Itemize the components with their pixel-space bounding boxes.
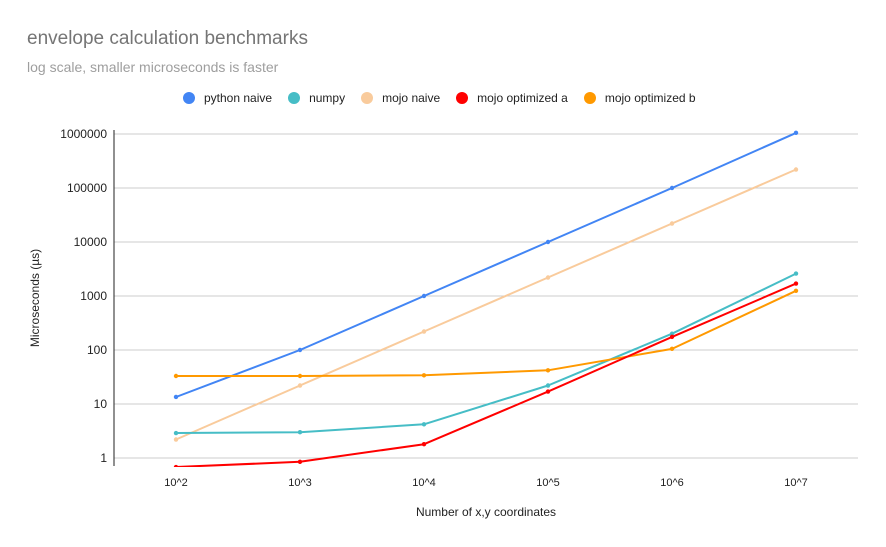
data-series: [173, 130, 799, 469]
series-mojo-naive[interactable]: [173, 167, 799, 442]
legend-swatch-icon: [361, 92, 374, 104]
legend-label: mojo naive: [382, 91, 441, 105]
x-tick-label: 10^7: [784, 477, 808, 489]
series-numpy[interactable]: [173, 271, 799, 436]
y-tick-label: 1: [100, 451, 107, 465]
data-point[interactable]: [793, 130, 799, 136]
legend-item-mojo-naive[interactable]: mojo naive: [361, 91, 440, 105]
data-point[interactable]: [545, 389, 551, 394]
data-point[interactable]: [421, 329, 427, 334]
series-mojo-optimized-a[interactable]: [173, 281, 799, 469]
x-tick-label: 10^6: [660, 477, 684, 489]
data-point[interactable]: [669, 334, 675, 340]
data-point[interactable]: [669, 185, 675, 191]
data-point[interactable]: [297, 430, 303, 435]
series-line: [175, 282, 797, 467]
data-point[interactable]: [173, 430, 179, 436]
data-point[interactable]: [669, 331, 675, 336]
data-point[interactable]: [793, 288, 799, 293]
data-point[interactable]: [421, 442, 427, 447]
data-point[interactable]: [173, 437, 179, 442]
data-point[interactable]: [297, 373, 303, 379]
y-axis-ticks: 1 10 100 1000 10000 100000 1000000: [60, 127, 107, 465]
gridlines: [114, 133, 858, 459]
data-point[interactable]: [421, 422, 427, 427]
data-point[interactable]: [545, 275, 551, 280]
chart-legend: python naive numpy mojo naive mojo optimize…: [183, 91, 712, 105]
legend-item-python-naive[interactable]: python naive: [183, 91, 272, 105]
legend-swatch-icon: [583, 92, 596, 104]
data-point[interactable]: [421, 293, 427, 299]
legend-swatch-icon: [456, 92, 469, 104]
chart-title: envelope calculation benchmarks: [27, 28, 308, 49]
x-tick-label: 10^5: [536, 477, 560, 489]
data-point[interactable]: [545, 383, 551, 388]
y-tick-label: 10000: [74, 235, 108, 249]
series-mojo-optimized-b[interactable]: [173, 288, 799, 379]
legend-label: numpy: [309, 91, 346, 105]
chart-subtitle: log scale, smaller microseconds is faste…: [27, 59, 279, 75]
x-axis-label: Number of x,y coordinates: [416, 505, 556, 519]
data-point[interactable]: [793, 167, 799, 172]
legend-swatch-icon: [183, 92, 195, 104]
legend-label: mojo optimized a: [477, 91, 568, 105]
data-point[interactable]: [669, 221, 675, 226]
series-line: [175, 131, 797, 398]
data-point[interactable]: [297, 459, 303, 465]
y-tick-label: 1000000: [60, 127, 107, 141]
series-python-naive[interactable]: [173, 130, 799, 400]
data-point[interactable]: [793, 271, 799, 276]
legend-item-numpy[interactable]: numpy: [288, 91, 345, 105]
x-tick-label: 10^4: [412, 477, 436, 489]
y-tick-label: 1000: [80, 289, 107, 303]
data-point[interactable]: [793, 281, 799, 286]
x-tick-label: 10^3: [288, 477, 312, 489]
y-tick-label: 100000: [67, 181, 107, 195]
data-point[interactable]: [173, 394, 179, 400]
legend-label: mojo optimized b: [604, 91, 696, 105]
data-point[interactable]: [421, 373, 427, 378]
legend-swatch-icon: [288, 92, 301, 104]
data-point[interactable]: [297, 383, 303, 388]
x-tick-label: 10^2: [164, 477, 188, 489]
y-tick-label: 10: [94, 397, 108, 411]
series-line: [176, 289, 797, 377]
data-point[interactable]: [297, 347, 303, 353]
y-axis-label: Microseconds (µs): [28, 249, 42, 347]
legend-item-mojo-optimized-b[interactable]: mojo optimized b: [583, 91, 696, 105]
data-point[interactable]: [545, 368, 551, 373]
series-line: [175, 168, 797, 441]
y-tick-label: 100: [87, 343, 107, 357]
data-point[interactable]: [173, 373, 179, 379]
legend-label: python naive: [204, 91, 273, 105]
x-axis-ticks: 10^2 10^3 10^4 10^5 10^6 10^7: [164, 477, 808, 489]
data-point[interactable]: [173, 464, 179, 469]
legend-item-mojo-optimized-a[interactable]: mojo optimized a: [456, 91, 568, 105]
data-point[interactable]: [545, 239, 551, 245]
series-line: [175, 272, 797, 434]
data-point[interactable]: [669, 346, 675, 352]
